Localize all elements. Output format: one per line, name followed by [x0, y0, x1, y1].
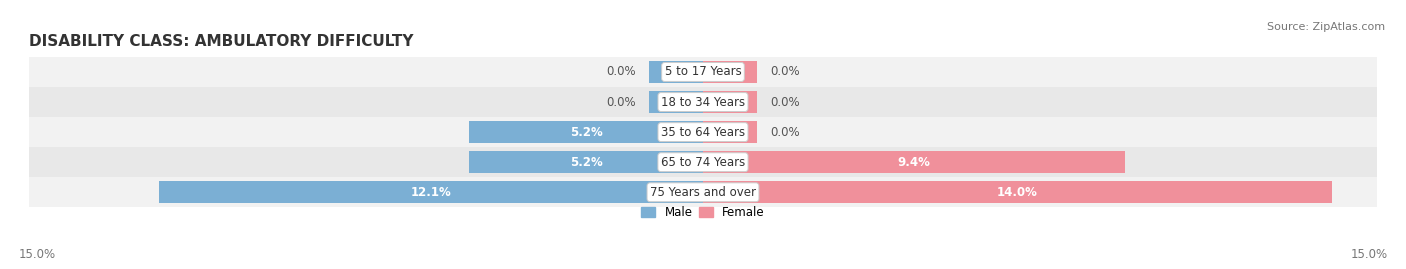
- Bar: [703, 61, 756, 83]
- Text: 5 to 17 Years: 5 to 17 Years: [665, 65, 741, 79]
- Text: DISABILITY CLASS: AMBULATORY DIFFICULTY: DISABILITY CLASS: AMBULATORY DIFFICULTY: [30, 34, 413, 49]
- Bar: [470, 151, 703, 173]
- Bar: [30, 117, 1376, 147]
- Bar: [650, 61, 703, 83]
- Text: 12.1%: 12.1%: [411, 186, 451, 199]
- Bar: [703, 182, 1331, 203]
- Text: 5.2%: 5.2%: [569, 126, 603, 139]
- Bar: [30, 177, 1376, 207]
- Text: 14.0%: 14.0%: [997, 186, 1038, 199]
- Text: 5.2%: 5.2%: [569, 156, 603, 169]
- Text: 0.0%: 0.0%: [606, 65, 636, 79]
- Text: 0.0%: 0.0%: [770, 126, 800, 139]
- Text: 35 to 64 Years: 35 to 64 Years: [661, 126, 745, 139]
- Text: 65 to 74 Years: 65 to 74 Years: [661, 156, 745, 169]
- Text: 15.0%: 15.0%: [18, 248, 55, 261]
- Bar: [703, 121, 756, 143]
- Bar: [650, 91, 703, 113]
- Bar: [703, 151, 1125, 173]
- Text: Source: ZipAtlas.com: Source: ZipAtlas.com: [1267, 22, 1385, 31]
- Text: 0.0%: 0.0%: [770, 65, 800, 79]
- Text: 75 Years and over: 75 Years and over: [650, 186, 756, 199]
- Text: 0.0%: 0.0%: [606, 95, 636, 109]
- Bar: [30, 87, 1376, 117]
- Bar: [159, 182, 703, 203]
- Bar: [30, 57, 1376, 87]
- Bar: [30, 147, 1376, 177]
- Text: 18 to 34 Years: 18 to 34 Years: [661, 95, 745, 109]
- Legend: Male, Female: Male, Female: [637, 201, 769, 224]
- Text: 15.0%: 15.0%: [1351, 248, 1388, 261]
- Bar: [470, 121, 703, 143]
- Bar: [703, 91, 756, 113]
- Text: 0.0%: 0.0%: [770, 95, 800, 109]
- Text: 9.4%: 9.4%: [897, 156, 931, 169]
